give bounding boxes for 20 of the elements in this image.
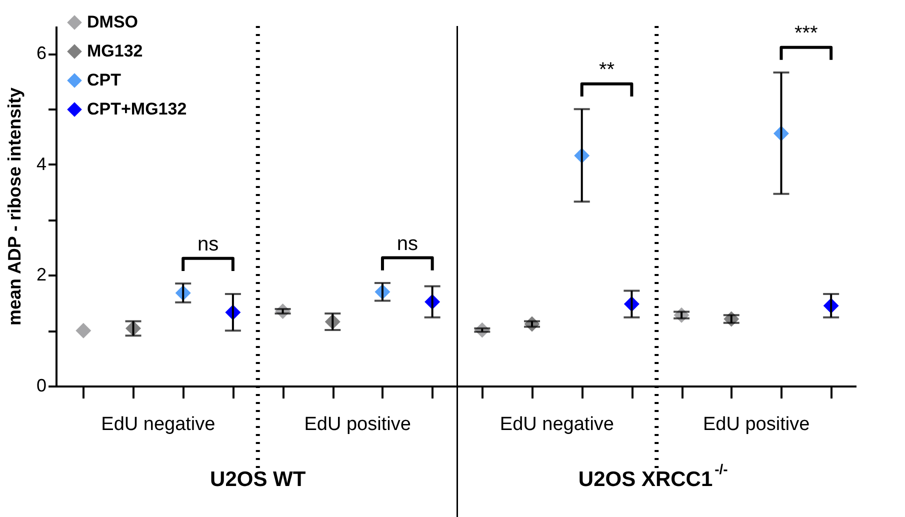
annotation: ns xyxy=(396,232,418,255)
point xyxy=(76,322,92,338)
legend-label: CPT xyxy=(87,70,122,90)
legend-label: MG132 xyxy=(87,42,143,60)
y-tick-label: 6 xyxy=(36,43,46,64)
legend-label: DMSO xyxy=(87,12,138,32)
annotation: ** xyxy=(598,58,615,81)
annotation: *** xyxy=(794,22,818,44)
y-tick-label: 2 xyxy=(36,264,46,285)
text: U2OS WT xyxy=(210,468,306,491)
y-axis-title: mean ADP - ribose intensity xyxy=(4,87,24,326)
text: EdU positive xyxy=(702,414,810,435)
text: EdU negative xyxy=(500,414,614,435)
y-tick-label: 0 xyxy=(36,376,46,396)
annotation: ns xyxy=(197,233,219,256)
text: EdU negative xyxy=(101,414,216,435)
text: U2OS XRCC1-/- xyxy=(578,461,728,491)
y-tick-label: 4 xyxy=(36,154,46,174)
legend-label: CPT+MG132 xyxy=(87,100,187,118)
text: EdU positive xyxy=(304,414,411,435)
